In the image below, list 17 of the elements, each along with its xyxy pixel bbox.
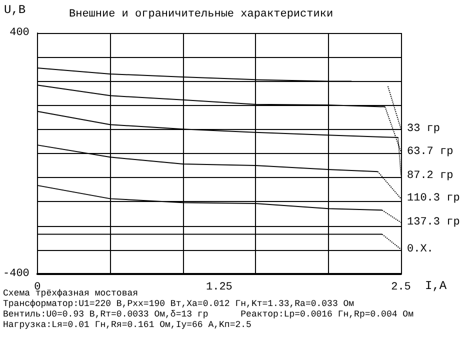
chart-title: Внешние и ограничительные характеристики — [69, 8, 334, 20]
series-label: 33 гр — [407, 123, 440, 136]
text: Трансформатор:U1=220 В,Pхх=190 Вт,Xa=0.012 Гн,Kт=1.33,Ra=0.033 Ом — [3, 299, 354, 309]
series-label: 137.3 гр — [407, 216, 460, 228]
y-tick-label: 400 — [10, 27, 30, 39]
y-axis-title: U,В — [4, 3, 26, 17]
x-axis-title: I,А — [425, 279, 448, 293]
text: Нагрузка:Lя=0.01 Гн,Rя=0.161 Ом,Iу=66 А,Kп=2.5 — [3, 320, 252, 330]
x-tick-label: 2.5 — [391, 282, 411, 294]
series-label: 87.2 гр — [407, 170, 454, 182]
text: Вентиль:U0=0.93 В,Rт=0.0033 Ом,δ=13 гр Реактор:Lp=0.0016 Гн,Rp=0.004 Ом — [3, 310, 414, 320]
y-tick-label: -400 — [3, 268, 30, 280]
text: Схема трёхфазная мостовая — [3, 288, 138, 298]
series-label: 0.Х. — [407, 243, 434, 256]
series-label: 63.7 гр — [407, 146, 454, 158]
x-tick-label: 1.25 — [206, 282, 232, 294]
series-label: 110.3 гр — [407, 192, 460, 205]
